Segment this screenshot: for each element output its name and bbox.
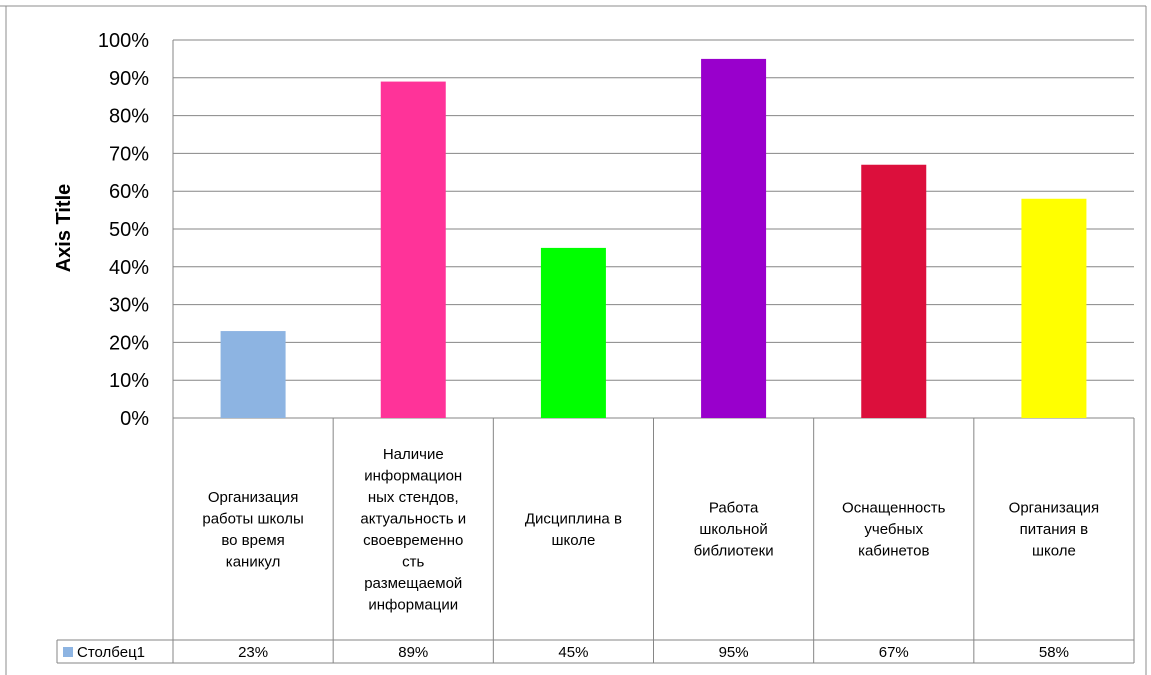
- y-tick-label: 80%: [109, 106, 149, 128]
- y-tick-label: 50%: [109, 219, 149, 241]
- x-tick-label: информацион: [364, 467, 462, 484]
- x-tick-label: работы школы: [202, 510, 303, 527]
- gridlines: [173, 39, 1134, 419]
- y-tick-label: 40%: [109, 257, 149, 279]
- x-tick-label: размещаемой: [364, 575, 462, 592]
- y-tick-label: 60%: [109, 181, 149, 203]
- data-table: Организация работы школы во время каникул 23…: [56, 40, 1135, 664]
- x-tick-label: Наличие: [383, 446, 444, 463]
- x-tick-label: Организация: [1009, 500, 1099, 517]
- x-tick-label: каникул: [226, 553, 281, 570]
- x-tick-label: школе: [1032, 543, 1076, 560]
- x-tick-label: ных стендов,: [368, 489, 459, 506]
- x-tick-label: кабинетов: [858, 543, 929, 560]
- x-tick-label: учебных: [864, 521, 923, 538]
- y-tick-label: 70%: [109, 143, 149, 165]
- y-tick-label: 30%: [109, 295, 149, 317]
- data-label: 23%: [238, 644, 268, 661]
- bar: [220, 331, 286, 418]
- x-tick-label: Организация: [208, 489, 298, 506]
- data-label: 58%: [1039, 644, 1069, 661]
- x-tick-label: Дисциплина в: [525, 510, 622, 527]
- x-tick-label: питания в: [1020, 521, 1088, 538]
- x-tick-label: Оснащенность: [842, 500, 946, 517]
- y-tick-label: 10%: [109, 370, 149, 392]
- x-tick-label: библиотеки: [694, 543, 774, 560]
- y-tick-label: 100%: [98, 30, 149, 52]
- y-tick-label: 0%: [120, 408, 149, 430]
- y-axis-ticks: 0% 10% 20% 30% 40% 50% 60% 70% 80% 90% 100%: [98, 30, 149, 430]
- x-tick-label: школе: [551, 532, 595, 549]
- y-tick-label: 90%: [109, 68, 149, 90]
- bar: [861, 164, 927, 418]
- bar: [701, 58, 767, 419]
- y-axis-title: Axis Title: [53, 184, 75, 273]
- data-label: 95%: [719, 644, 749, 661]
- x-tick-label: своевременно: [363, 532, 463, 549]
- bar: [540, 247, 606, 418]
- bar: [380, 81, 446, 418]
- y-tick-label: 20%: [109, 332, 149, 354]
- x-tick-label: во время: [221, 532, 284, 549]
- x-tick-label: школьной: [699, 521, 767, 538]
- legend-label: Столбец1: [77, 644, 145, 661]
- x-tick-label: сть: [402, 553, 424, 570]
- data-label: 45%: [558, 644, 588, 661]
- x-tick-label: информации: [368, 596, 458, 613]
- x-tick-label: актуальность и: [360, 510, 466, 527]
- x-tick-label: Работа: [709, 500, 759, 517]
- legend-swatch: [63, 647, 73, 657]
- bars: [220, 58, 1087, 419]
- data-label: 89%: [398, 644, 428, 661]
- bar: [1021, 198, 1087, 418]
- data-label: 67%: [879, 644, 909, 661]
